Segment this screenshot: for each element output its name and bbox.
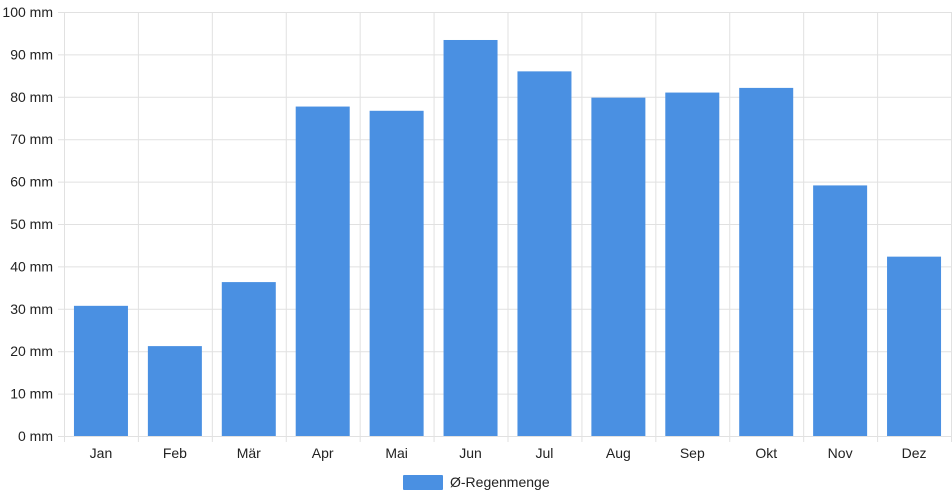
y-tick-label: 90 mm (10, 46, 53, 62)
bar[interactable] (517, 71, 572, 437)
bar[interactable] (369, 110, 424, 437)
bar[interactable] (665, 92, 720, 436)
y-tick-label: 70 mm (10, 131, 53, 147)
bars (73, 39, 942, 437)
bar[interactable] (221, 282, 276, 436)
bar[interactable] (591, 97, 646, 436)
x-tick-label: Apr (312, 445, 334, 461)
x-tick-label: Feb (163, 445, 187, 461)
legend-swatch[interactable] (403, 475, 443, 490)
y-tick-label: 40 mm (10, 258, 53, 274)
x-tick-label: Dez (902, 445, 927, 461)
legend[interactable]: Ø-Regenmenge (403, 474, 550, 490)
x-tick-label: Jan (90, 445, 113, 461)
bar[interactable] (813, 185, 868, 436)
x-tick-label: Jun (459, 445, 482, 461)
bar[interactable] (295, 106, 350, 436)
y-tick-label: 30 mm (10, 301, 53, 317)
x-tick-label: Jul (536, 445, 554, 461)
x-tick-label: Mär (237, 445, 261, 461)
y-axis-ticks: 0 mm 10 mm 20 mm 30 mm 40 mm 50 mm 60 mm 70 mm 8… (2, 4, 53, 444)
bar[interactable] (443, 39, 498, 436)
x-tick-label: Nov (828, 445, 853, 461)
y-tick-label: 50 mm (10, 216, 53, 232)
x-tick-label: Mai (385, 445, 408, 461)
x-tick-label: Aug (606, 445, 631, 461)
bar[interactable] (739, 87, 794, 437)
grid (58, 12, 952, 442)
x-tick-label: Okt (755, 445, 777, 461)
y-tick-label: 0 mm (18, 428, 53, 444)
y-tick-label: 10 mm (10, 386, 53, 402)
bar[interactable] (147, 346, 202, 436)
y-tick-label: 100 mm (2, 4, 53, 20)
legend-label[interactable]: Ø-Regenmenge (450, 474, 550, 490)
bar[interactable] (887, 256, 942, 436)
y-tick-label: 20 mm (10, 343, 53, 359)
x-tick-label: Sep (680, 445, 705, 461)
bar[interactable] (73, 305, 128, 436)
x-axis-ticks: Jan Feb Mär Apr Mai Jun Jul Aug Sep Okt Nov Dez (90, 445, 927, 461)
y-tick-label: 80 mm (10, 89, 53, 105)
y-tick-label: 60 mm (10, 174, 53, 190)
